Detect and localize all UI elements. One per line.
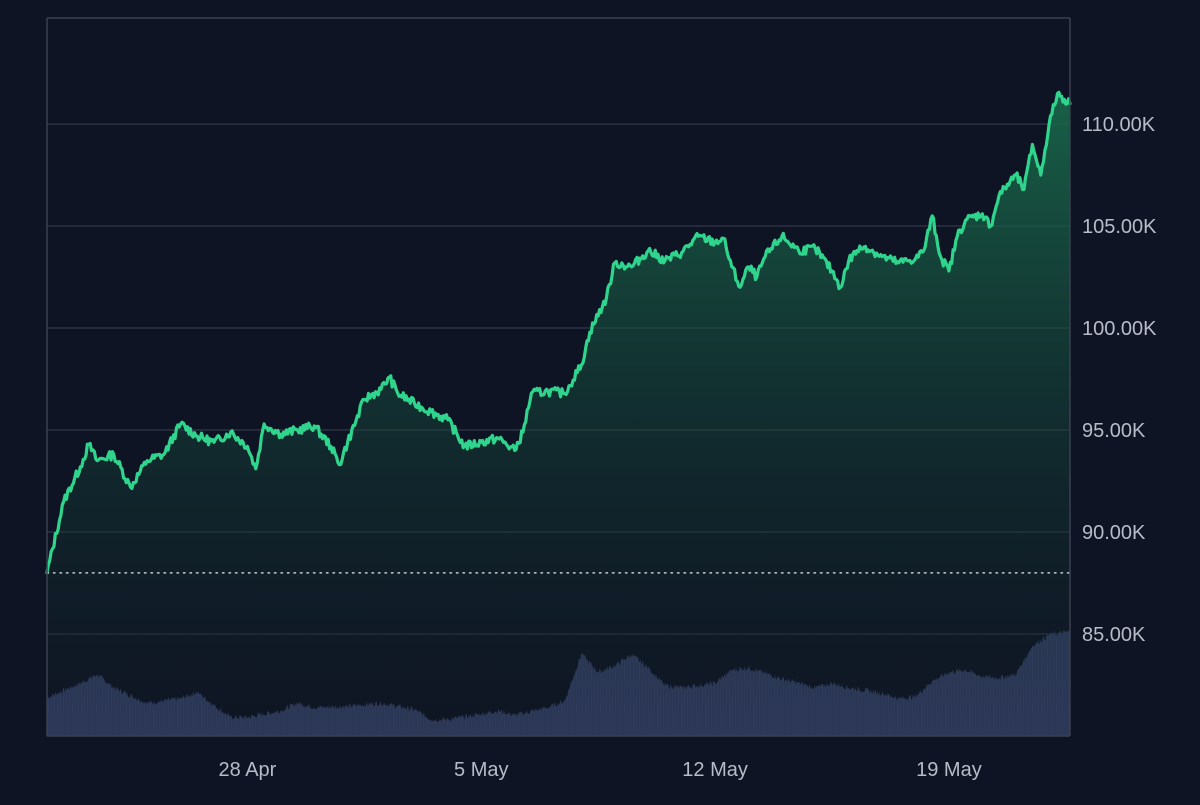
- chart-frame: [46, 17, 1071, 737]
- x-axis: 28 Apr 5 May 12 May 19 May: [219, 759, 982, 781]
- x-tick-label: 5 May: [454, 759, 508, 781]
- y-axis: 85.00K 90.00K 95.00K 100.00K 105.00K 110.00K: [1082, 114, 1157, 646]
- price-area: [45, 90, 1072, 736]
- y-tick-label: 110.00K: [1082, 114, 1156, 136]
- y-tick-label: 90.00K: [1082, 522, 1146, 544]
- y-tick-label: 100.00K: [1082, 318, 1157, 340]
- y-tick-label: 95.00K: [1082, 420, 1146, 442]
- price-line: [45, 90, 1072, 575]
- price-area-fill: [47, 92, 1070, 736]
- y-tick-label: 105.00K: [1082, 216, 1157, 238]
- x-tick-label: 12 May: [682, 759, 748, 781]
- y-tick-label: 85.00K: [1082, 624, 1146, 646]
- x-tick-label: 19 May: [916, 759, 982, 781]
- x-tick-label: 28 Apr: [219, 759, 277, 781]
